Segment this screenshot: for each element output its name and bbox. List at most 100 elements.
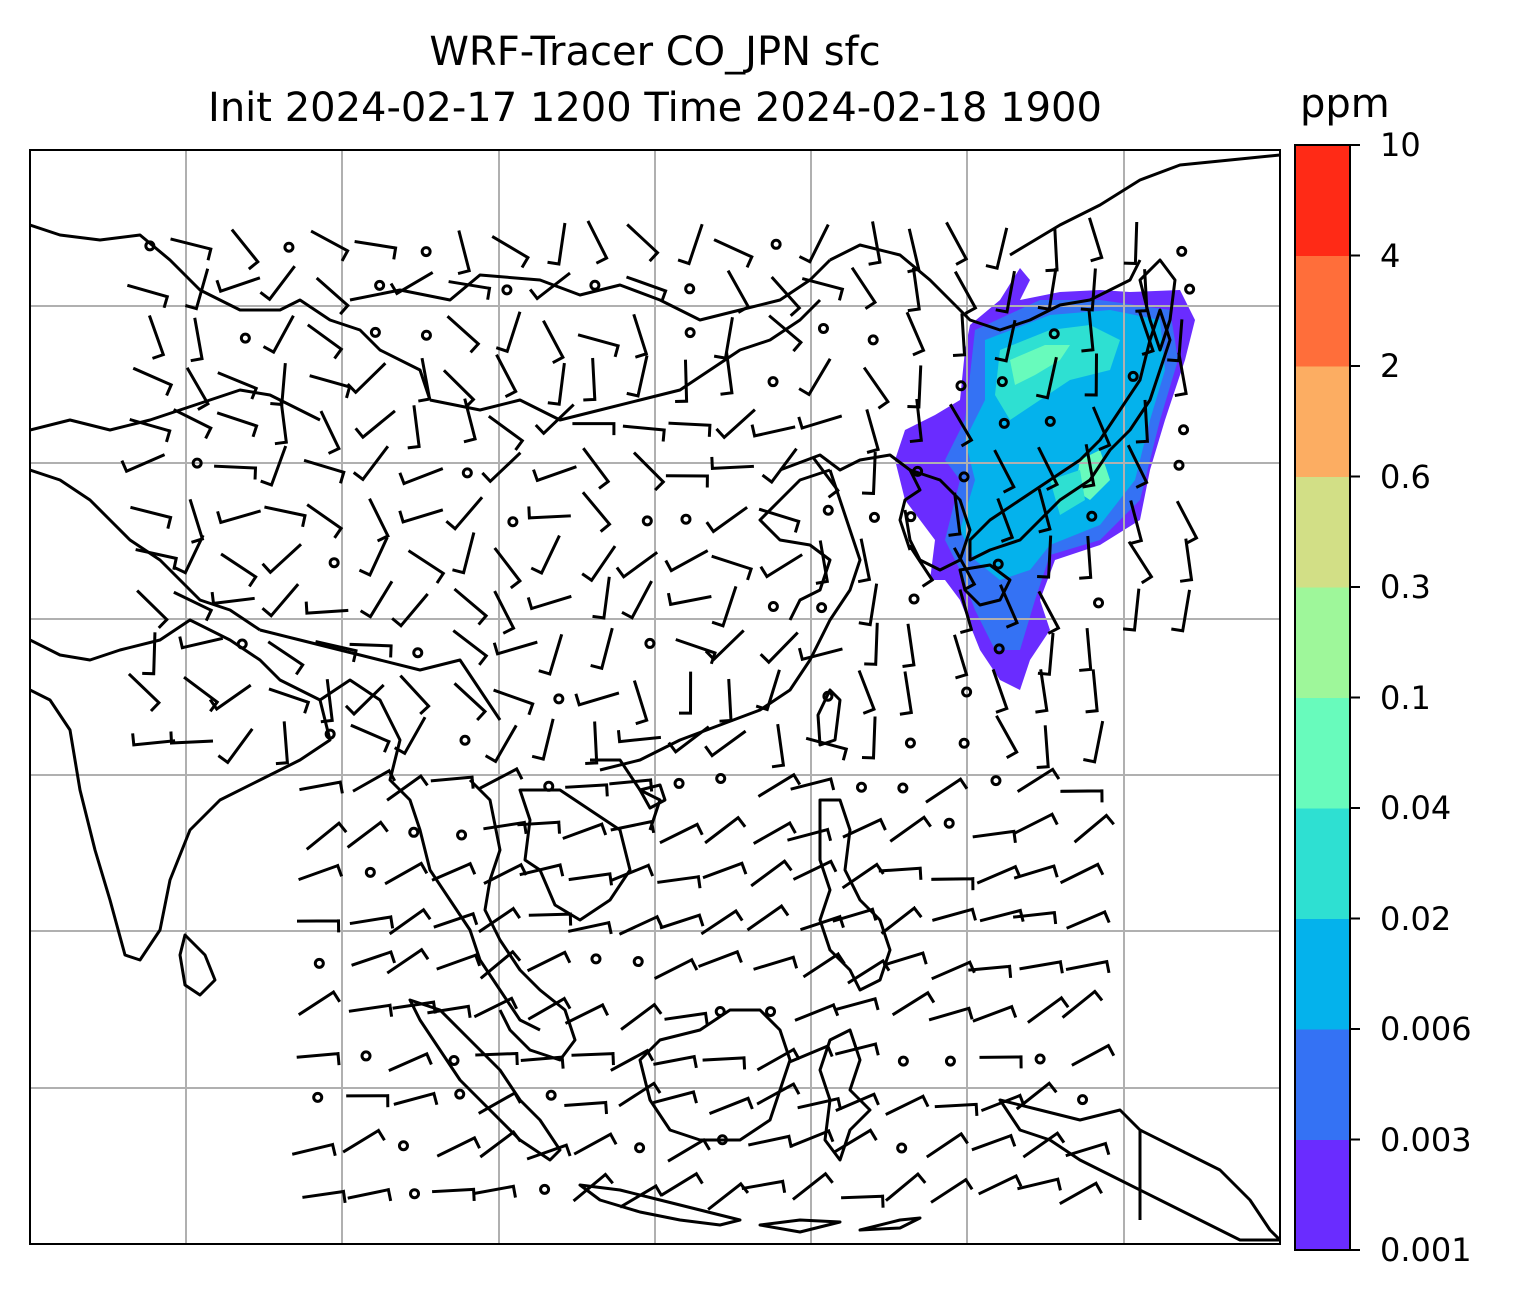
wind-barb xyxy=(519,863,565,877)
wind-barb xyxy=(666,592,712,607)
wind-barb xyxy=(657,875,702,889)
wind-barb xyxy=(320,679,334,724)
wind-barb xyxy=(667,725,710,754)
calm-wind-marker xyxy=(456,829,468,841)
wind-barb xyxy=(346,1094,390,1108)
wind-barb xyxy=(931,907,977,922)
wind-barb xyxy=(262,314,295,355)
calm-wind-marker xyxy=(673,777,685,789)
wind-barb xyxy=(452,629,489,666)
wind-barb xyxy=(492,640,538,656)
wind-barb xyxy=(358,536,389,577)
wind-barb xyxy=(884,1171,927,1202)
coast-philippines xyxy=(818,798,892,992)
wind-barb xyxy=(908,544,935,588)
wind-barb xyxy=(1079,627,1093,672)
coast-sumatra xyxy=(408,998,562,1162)
wind-barb xyxy=(304,601,349,615)
wind-barb xyxy=(433,911,479,929)
calm-wind-marker xyxy=(1184,283,1196,295)
calm-wind-marker xyxy=(1093,597,1105,609)
wind-barb xyxy=(934,1102,979,1116)
wind-barb xyxy=(568,872,613,886)
calm-wind-marker xyxy=(364,866,376,878)
wind-barb xyxy=(632,313,649,359)
calm-wind-marker xyxy=(1044,415,1056,427)
wind-barb xyxy=(660,1171,704,1197)
coast-china-east xyxy=(758,468,832,621)
colorbar-tick-label: 0.003 xyxy=(1380,1120,1472,1159)
wind-barb xyxy=(622,424,666,442)
wind-barb xyxy=(798,223,830,264)
wind-barb xyxy=(453,682,488,722)
wind-barb xyxy=(708,1096,754,1115)
wind-barb xyxy=(1126,444,1149,489)
wind-barb xyxy=(925,777,969,804)
wind-barb xyxy=(609,778,654,792)
border-kazakh xyxy=(30,388,321,432)
wind-barb xyxy=(547,222,567,266)
wind-barb xyxy=(386,774,429,802)
coast-russia-east xyxy=(829,243,1142,332)
wind-barb xyxy=(797,647,843,662)
calm-wind-marker xyxy=(589,279,601,291)
wind-barb xyxy=(771,723,786,769)
wind-barb xyxy=(581,545,617,583)
wind-barb xyxy=(909,398,923,444)
wind-barb xyxy=(493,688,535,716)
wind-barb xyxy=(436,953,482,971)
colorbar-tick-label: 0.1 xyxy=(1380,678,1431,717)
wind-barb xyxy=(891,990,936,1017)
wind-barb xyxy=(702,1056,747,1070)
wind-barb xyxy=(610,819,656,834)
wind-barb xyxy=(399,674,431,716)
wind-barb xyxy=(431,861,477,882)
calm-wind-marker xyxy=(1048,328,1060,340)
wind-barb xyxy=(977,1173,1023,1196)
wind-barb xyxy=(907,365,923,409)
wind-barb xyxy=(1088,217,1104,263)
wind-barb xyxy=(190,317,204,363)
wind-barb xyxy=(572,422,616,436)
wind-barb xyxy=(659,822,704,845)
wind-barb xyxy=(188,498,205,544)
border-west xyxy=(30,223,432,401)
colorbar-segment xyxy=(1295,366,1350,477)
wind-barb xyxy=(880,905,923,935)
wind-barb xyxy=(573,1132,618,1156)
wind-barb xyxy=(995,270,1016,314)
wind-barb xyxy=(930,1177,974,1204)
wind-barb xyxy=(452,532,476,575)
wind-barb xyxy=(953,634,969,680)
wind-barb xyxy=(174,534,205,575)
wind-barb xyxy=(704,629,745,662)
wind-barb xyxy=(720,351,734,396)
coast-newguinea xyxy=(998,1098,1280,1242)
wind-barb xyxy=(713,316,734,360)
wind-barb xyxy=(1037,590,1061,635)
gridlines xyxy=(30,150,1280,1244)
coast-china-south xyxy=(599,469,862,772)
wind-barb xyxy=(170,237,213,261)
colorbar-segment xyxy=(1295,918,1350,1030)
colorbar-segment xyxy=(1295,476,1350,588)
colorbar-tick-label: 2 xyxy=(1380,347,1401,385)
calm-wind-marker xyxy=(590,953,602,965)
wind-barb xyxy=(834,1128,878,1154)
wind-barb xyxy=(495,311,522,354)
calm-wind-marker xyxy=(409,1188,421,1200)
wind-barb xyxy=(750,859,793,888)
calm-wind-marker xyxy=(958,737,970,749)
wind-barb xyxy=(996,497,1015,543)
wind-barb xyxy=(1129,500,1144,546)
wind-barb xyxy=(1073,813,1115,844)
wind-barb xyxy=(432,1187,476,1201)
wind-barb xyxy=(756,1047,801,1072)
calm-wind-marker xyxy=(897,1055,909,1067)
wind-barb xyxy=(759,553,803,579)
calm-wind-marker xyxy=(191,457,203,469)
wind-barb xyxy=(310,229,350,262)
calm-wind-marker xyxy=(684,283,696,295)
wind-barb xyxy=(858,583,879,627)
wind-barb xyxy=(526,594,572,611)
